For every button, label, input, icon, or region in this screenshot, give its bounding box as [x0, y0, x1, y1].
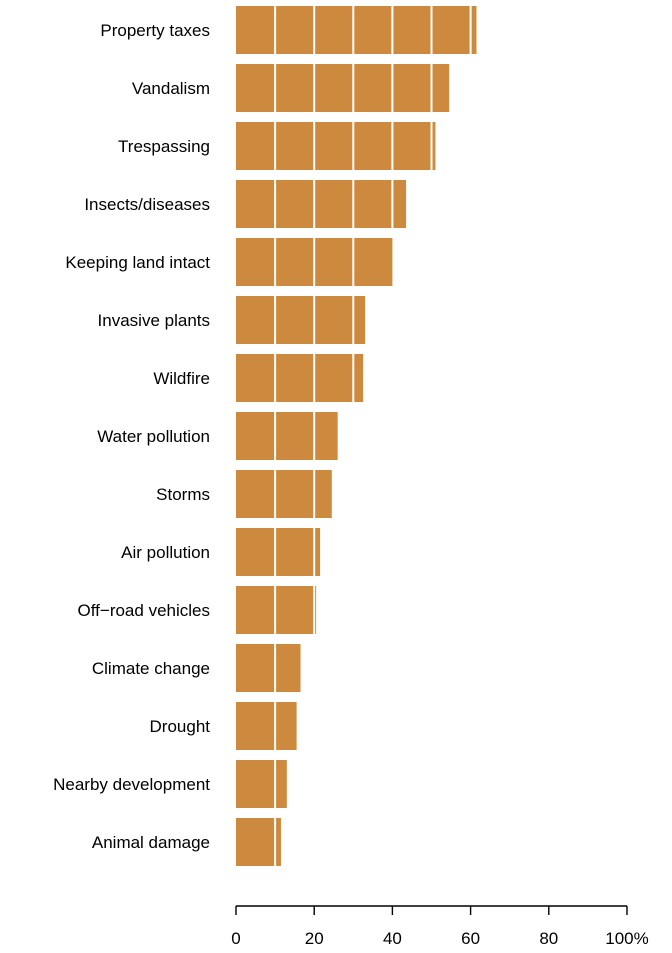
x-tick-label: 0: [231, 929, 240, 948]
x-tick-label: 100%: [605, 929, 648, 948]
category-label: Trespassing: [118, 137, 210, 156]
category-label: Insects/diseases: [84, 195, 210, 214]
bar: [236, 354, 364, 402]
category-labels: Property taxes Vandalism Trespassing Insect…: [53, 21, 210, 852]
category-label: Storms: [156, 485, 210, 504]
bar: [236, 702, 297, 750]
bar: [236, 180, 407, 228]
category-label: Invasive plants: [98, 311, 210, 330]
category-label: Water pollution: [97, 427, 210, 446]
bar: [236, 644, 301, 692]
category-label: Wildfire: [153, 369, 210, 388]
bar: [236, 470, 332, 518]
x-tick-label: 20: [305, 929, 324, 948]
category-label: Off−road vehicles: [78, 601, 210, 620]
bar: [236, 296, 366, 344]
category-label: Nearby development: [53, 775, 210, 794]
bars: [236, 6, 477, 866]
bar: [236, 122, 436, 170]
category-label: Air pollution: [121, 543, 210, 562]
bar: [236, 6, 477, 54]
x-axis: 0 20 40 60 80 100%: [231, 905, 649, 948]
bar: [236, 528, 321, 576]
bar-gridlines: [274, 6, 472, 866]
category-label: Property taxes: [100, 21, 210, 40]
bar: [236, 760, 287, 808]
x-tick-label: 40: [383, 929, 402, 948]
category-label: Vandalism: [132, 79, 210, 98]
category-label: Drought: [150, 717, 211, 736]
bar: [236, 412, 338, 460]
bar: [236, 818, 281, 866]
x-tick-label: 60: [461, 929, 480, 948]
category-label: Climate change: [92, 659, 210, 678]
category-label: Keeping land intact: [65, 253, 210, 272]
bar: [236, 64, 450, 112]
category-label: Animal damage: [92, 833, 210, 852]
x-tick-label: 80: [539, 929, 558, 948]
